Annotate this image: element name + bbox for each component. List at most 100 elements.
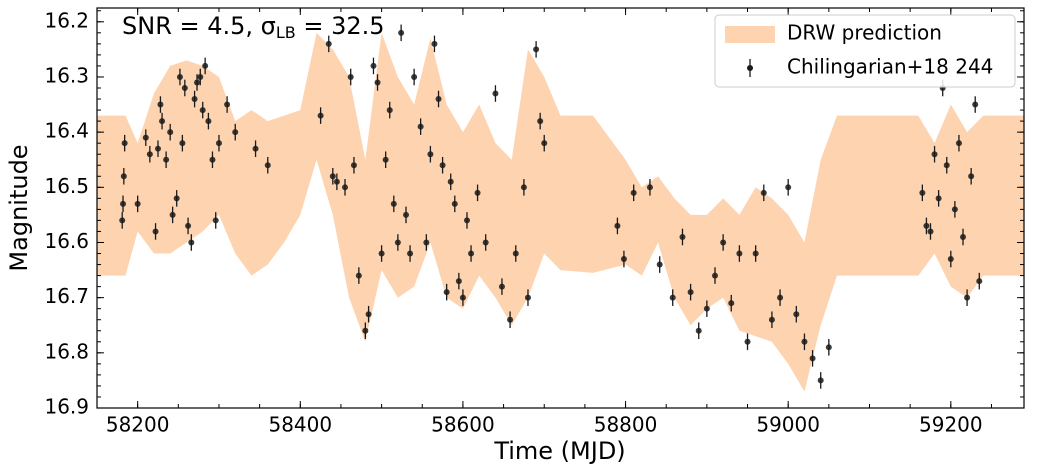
data-point	[533, 46, 540, 53]
data-point	[185, 222, 192, 229]
data-point	[669, 294, 676, 301]
data-point	[215, 140, 222, 147]
data-point	[541, 140, 548, 147]
annotation-end: = 32.5	[296, 12, 385, 40]
data-point	[720, 239, 727, 246]
data-point	[964, 294, 971, 301]
data-point	[386, 107, 393, 114]
data-point	[181, 85, 188, 91]
data-point	[728, 300, 735, 307]
data-point	[398, 29, 405, 36]
legend-label: DRW prediction	[787, 21, 942, 45]
data-point	[482, 239, 489, 246]
y-tick-label: 16.8	[44, 339, 89, 363]
data-point	[317, 112, 324, 119]
data-point	[407, 250, 414, 257]
data-point	[157, 101, 164, 108]
data-point	[712, 272, 718, 279]
y-tick-label: 16.2	[44, 8, 89, 32]
data-point	[960, 233, 967, 240]
y-tick-label: 16.4	[44, 119, 89, 143]
data-point	[492, 90, 499, 97]
legend-swatch	[747, 65, 753, 71]
data-point	[333, 178, 340, 185]
data-point	[119, 217, 126, 224]
data-point	[163, 156, 170, 163]
data-point	[524, 294, 531, 301]
data-point	[793, 311, 800, 318]
data-point	[264, 162, 271, 169]
data-point	[972, 101, 979, 108]
data-point	[825, 344, 832, 351]
data-point	[431, 40, 438, 47]
data-point	[347, 73, 354, 80]
data-point	[435, 96, 442, 103]
data-point	[202, 62, 209, 69]
data-point	[785, 184, 792, 191]
data-point	[451, 200, 458, 207]
annotation-text: SNR = 4.5, σ	[122, 12, 276, 40]
y-tick-label: 16.9	[44, 395, 89, 419]
data-point	[614, 222, 621, 229]
data-point	[146, 151, 153, 158]
x-axis-label: Time (MJD)	[493, 437, 625, 465]
data-point	[362, 327, 369, 334]
data-point	[474, 189, 481, 196]
data-point	[394, 239, 401, 246]
data-point	[390, 200, 397, 207]
y-tick-label: 16.5	[44, 174, 89, 198]
data-point	[951, 206, 958, 213]
data-point	[687, 289, 694, 296]
data-point	[736, 250, 743, 257]
data-point	[212, 217, 219, 224]
data-point	[630, 189, 637, 196]
data-point	[498, 283, 505, 290]
data-point	[646, 184, 653, 191]
data-point	[760, 189, 767, 196]
data-point	[943, 162, 950, 169]
data-point	[154, 145, 161, 152]
data-point	[439, 162, 446, 169]
annotation-sub: LB	[276, 23, 296, 42]
data-point	[923, 222, 930, 229]
data-point	[919, 189, 926, 196]
data-point	[205, 118, 212, 125]
data-point	[370, 62, 377, 69]
data-point	[768, 316, 775, 323]
data-point	[443, 289, 450, 296]
data-point	[134, 200, 141, 207]
data-point	[382, 156, 389, 163]
data-point	[507, 316, 514, 323]
data-point	[537, 118, 544, 125]
prediction-band	[97, 32, 1024, 392]
data-point	[120, 200, 127, 207]
data-point	[209, 156, 216, 163]
data-point	[365, 311, 372, 318]
data-point	[955, 140, 962, 147]
data-point	[656, 261, 663, 268]
data-point	[455, 278, 462, 285]
data-point	[463, 217, 470, 224]
y-tick-label: 16.7	[44, 284, 89, 308]
data-point	[423, 239, 430, 246]
x-tick-label: 59200	[919, 413, 983, 437]
data-point	[411, 73, 418, 80]
data-point	[167, 129, 174, 136]
data-point	[188, 239, 195, 246]
data-point	[927, 228, 934, 235]
data-point	[744, 338, 751, 345]
data-point	[427, 151, 434, 158]
legend-box	[714, 14, 1016, 88]
data-point	[173, 195, 180, 202]
data-point	[947, 256, 954, 263]
data-point	[194, 79, 201, 86]
data-point	[197, 73, 204, 80]
data-point	[232, 129, 239, 136]
data-point	[695, 327, 702, 334]
data-point	[350, 162, 357, 169]
data-point	[976, 278, 983, 285]
plot-area	[97, 24, 1024, 392]
data-point	[342, 184, 349, 191]
x-tick-label: 59000	[756, 413, 820, 437]
